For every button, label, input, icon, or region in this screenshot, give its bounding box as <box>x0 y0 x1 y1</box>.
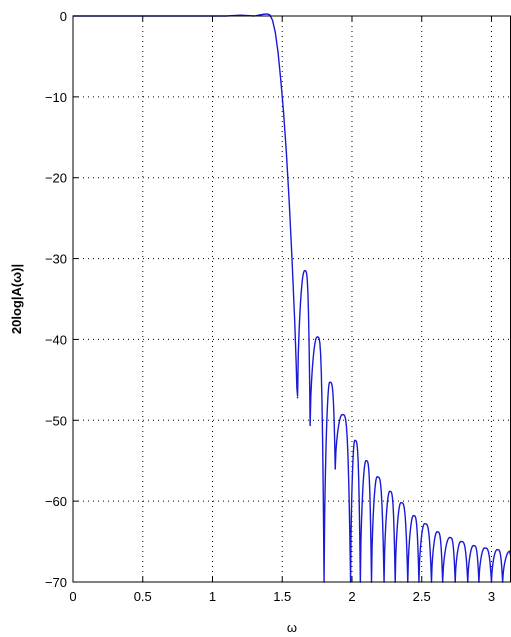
y-tick-label: −30 <box>45 252 67 267</box>
sidelobe-peak-point <box>328 381 331 384</box>
y-tick-label: 0 <box>60 9 67 24</box>
label-layer: 0 0.5 1 1.5 2 2.5 3 0 −10 −20 −30 −40 −50 −60 −70 <box>45 9 495 604</box>
sidelobe-peak-point <box>483 547 486 549</box>
sidelobe-peak-point <box>496 548 498 551</box>
sidelobe-peak-point <box>448 536 451 539</box>
y-axis-label: 20log|A(ω)| <box>9 264 24 334</box>
grid-layer <box>73 16 511 582</box>
sidelobe-peak-point <box>316 336 318 338</box>
sidelobe-peak-point <box>303 269 306 272</box>
x-tick-label: 2.5 <box>413 589 431 604</box>
sidelobe-peak-point <box>376 476 378 478</box>
y-tick-label: −20 <box>45 171 67 186</box>
y-tick-label: −50 <box>45 413 67 428</box>
y-tick-label: −70 <box>45 575 67 590</box>
x-tick-label: 2 <box>348 589 355 604</box>
x-tick-label: 1 <box>209 589 216 604</box>
x-tick-label: 0.5 <box>134 589 152 604</box>
sidelobe-peak-point <box>412 514 415 517</box>
sidelobe-peak-point <box>353 439 356 442</box>
sidelobe-peak-point <box>365 459 367 462</box>
x-tick-label: 0 <box>69 589 76 604</box>
sidelobe-peak-point <box>341 413 344 416</box>
sidelobe-peak-point <box>436 531 438 533</box>
sidelobe-peak-point <box>423 522 426 525</box>
sidelobe-peak-point <box>472 544 475 547</box>
x-tick-label: 3 <box>488 589 495 604</box>
y-tick-label: −60 <box>45 494 67 509</box>
null-point <box>309 424 311 426</box>
sidelobe-peak-point <box>400 501 402 504</box>
null-point <box>296 396 299 399</box>
sidelobe-peak-point <box>388 490 391 493</box>
y-tick-label: −10 <box>45 90 67 105</box>
x-tick-label: 1.5 <box>273 589 291 604</box>
y-tick-label: −40 <box>45 332 67 347</box>
sidelobe-peak-point <box>459 540 462 543</box>
response-curve-line <box>73 13 511 583</box>
null-point <box>334 468 337 470</box>
x-axis-label: ω <box>287 620 297 635</box>
